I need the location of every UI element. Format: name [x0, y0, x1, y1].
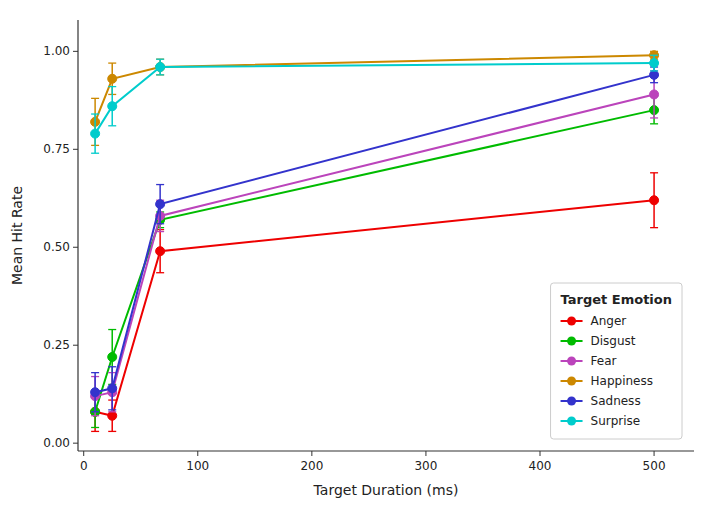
point — [108, 384, 117, 393]
x-tick — [197, 451, 198, 456]
error-bar — [156, 59, 164, 75]
series — [91, 51, 659, 146]
x-tick-label: 400 — [529, 459, 552, 473]
legend-label: Fear — [591, 354, 617, 368]
point — [650, 70, 659, 79]
series — [91, 55, 659, 153]
axes: 0 100 200 300 400 500 0.00 0.25 0.50 0.75 1.00 — [43, 20, 694, 473]
y-axis-line — [77, 20, 78, 451]
error-bar — [108, 367, 116, 410]
point — [108, 352, 117, 361]
error-bar — [91, 114, 99, 153]
point — [156, 63, 165, 72]
series — [91, 71, 659, 416]
legend-item: Surprise — [561, 414, 641, 428]
y-tick — [73, 247, 78, 248]
x-tick — [83, 451, 84, 456]
error-bar — [156, 230, 164, 273]
legend-box — [551, 283, 682, 439]
error-bar — [650, 55, 658, 71]
point — [156, 200, 165, 209]
point — [108, 102, 117, 111]
line — [95, 75, 654, 392]
point — [650, 59, 659, 68]
series — [91, 67, 659, 412]
legend-swatch — [567, 417, 576, 426]
legend-label: Happiness — [591, 374, 653, 388]
x-tick-label: 0 — [80, 459, 88, 473]
point — [650, 196, 659, 205]
y-tick — [73, 443, 78, 444]
legend-swatch — [567, 397, 576, 406]
legend-label: Disgust — [591, 334, 636, 348]
legend-label: Anger — [591, 314, 627, 328]
point — [156, 63, 165, 72]
x-tick-label: 300 — [414, 459, 437, 473]
legend-item: Anger — [561, 314, 627, 328]
y-tick — [73, 345, 78, 346]
point — [91, 388, 100, 397]
y-tick — [73, 149, 78, 150]
legend-label: Surprise — [591, 414, 641, 428]
y-tick-label: 1.00 — [43, 44, 70, 58]
legend: Target Emotion Anger Disgust Fear Happiness S… — [551, 283, 682, 439]
legend-item: Happiness — [561, 374, 653, 388]
chart: 0 100 200 300 400 500 0.00 0.25 0.50 0.75 1.00 Targ… — [0, 0, 714, 513]
point — [650, 90, 659, 99]
point — [156, 247, 165, 256]
y-tick-label: 0.50 — [43, 240, 70, 254]
series — [91, 96, 659, 427]
y-tick-label: 0.25 — [43, 338, 70, 352]
point — [108, 74, 117, 83]
error-bar — [650, 71, 658, 118]
x-axis-line — [78, 450, 694, 451]
legend-swatch — [567, 357, 576, 366]
point — [91, 129, 100, 138]
x-tick — [311, 451, 312, 456]
x-axis-label: Target Duration (ms) — [313, 482, 459, 498]
x-tick-label: 100 — [186, 459, 209, 473]
legend-swatch — [567, 377, 576, 386]
error-bar — [91, 373, 99, 412]
y-tick-label: 0.00 — [43, 436, 70, 450]
x-tick — [654, 451, 655, 456]
legend-item: Fear — [561, 354, 617, 368]
error-bar — [156, 59, 164, 75]
legend-swatch — [567, 317, 576, 326]
x-tick-label: 500 — [643, 459, 666, 473]
error-bar — [156, 185, 164, 224]
legend-label: Sadness — [591, 394, 641, 408]
x-tick — [540, 451, 541, 456]
x-tick — [425, 451, 426, 456]
error-bar — [108, 87, 116, 126]
legend-item: Disgust — [561, 334, 636, 348]
legend-swatch — [567, 337, 576, 346]
legend-title: Target Emotion — [561, 292, 672, 307]
y-tick — [73, 51, 78, 52]
point — [108, 411, 117, 420]
y-axis-label: Mean Hit Rate — [9, 186, 25, 285]
legend-item: Sadness — [561, 394, 641, 408]
x-tick-label: 200 — [300, 459, 323, 473]
error-bar — [650, 173, 658, 228]
line — [95, 63, 654, 134]
y-tick-label: 0.75 — [43, 142, 70, 156]
